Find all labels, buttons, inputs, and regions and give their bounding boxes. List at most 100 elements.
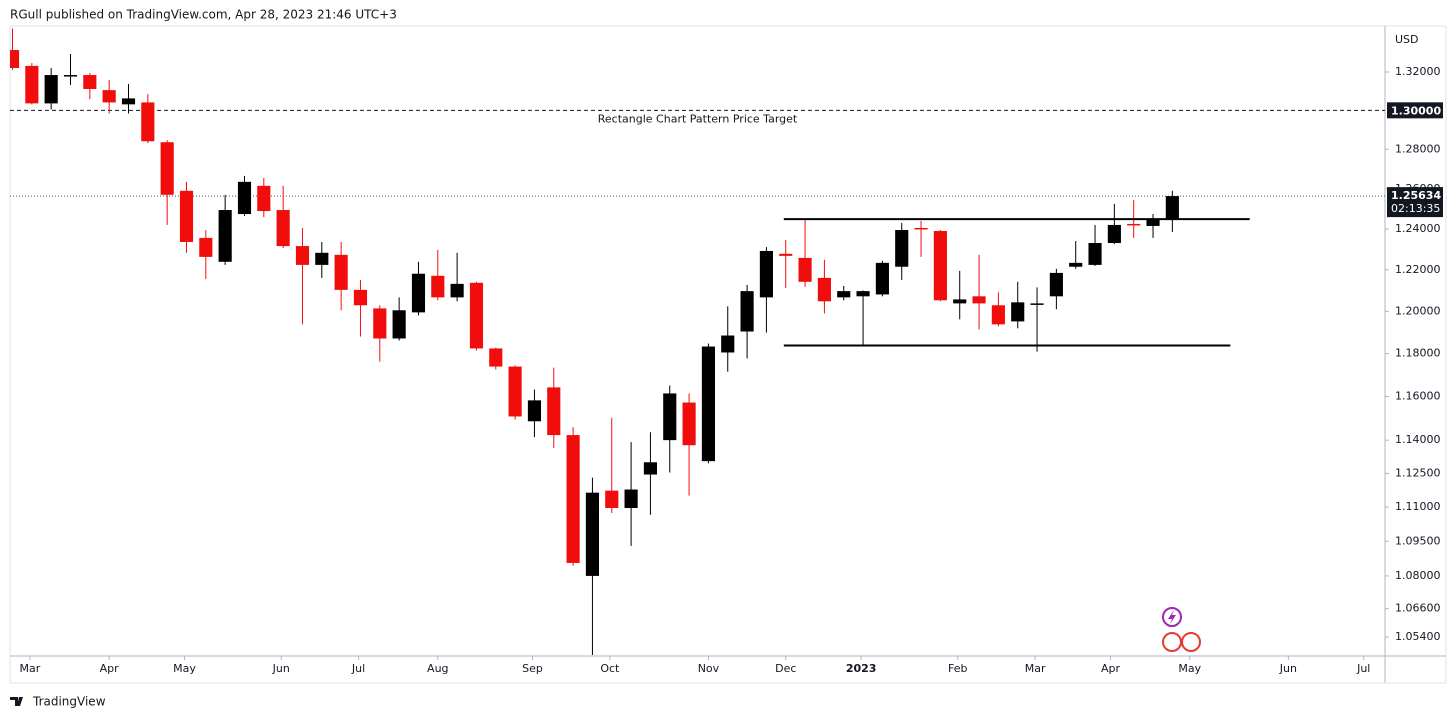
candle bbox=[431, 249, 445, 301]
candle-body bbox=[489, 348, 503, 367]
y-tick-label: 1.12500 bbox=[1395, 466, 1441, 479]
candle-body bbox=[1107, 224, 1121, 244]
candle bbox=[605, 417, 619, 513]
header: RGull published on TradingView.com, Apr … bbox=[10, 8, 397, 22]
candle-body bbox=[431, 275, 445, 298]
candle bbox=[701, 343, 715, 464]
y-tick-label: 1.08000 bbox=[1395, 569, 1441, 582]
candle bbox=[392, 297, 406, 341]
candle-body bbox=[682, 402, 696, 446]
candle bbox=[10, 28, 20, 70]
candle bbox=[276, 185, 290, 249]
candle-body bbox=[83, 75, 97, 89]
candle bbox=[102, 79, 116, 114]
x-tick-label: Jun bbox=[272, 662, 290, 675]
candle-body bbox=[199, 237, 213, 257]
candle bbox=[508, 365, 522, 420]
x-tick-label: Apr bbox=[100, 662, 120, 675]
candle-body bbox=[1049, 272, 1063, 297]
candle bbox=[373, 305, 387, 362]
candle bbox=[972, 254, 986, 330]
event-icon bbox=[1162, 632, 1182, 652]
candle bbox=[1088, 224, 1102, 266]
candle-body bbox=[875, 262, 889, 295]
candle bbox=[1165, 190, 1179, 233]
candle-body bbox=[605, 490, 619, 509]
candle-body bbox=[25, 65, 39, 104]
candle bbox=[585, 477, 600, 656]
candle-body bbox=[10, 50, 20, 69]
candle-body bbox=[1165, 196, 1179, 220]
candle bbox=[83, 72, 97, 100]
candle bbox=[566, 427, 580, 566]
candle-body bbox=[160, 142, 174, 195]
candle-body bbox=[1069, 262, 1083, 267]
candle-body bbox=[643, 462, 658, 475]
x-tick-label: Jul bbox=[351, 662, 365, 675]
x-tick-label: May bbox=[173, 662, 196, 675]
candle-body bbox=[1127, 223, 1141, 226]
logo-mark bbox=[10, 697, 23, 706]
price-target-label: 1.30000 bbox=[1391, 104, 1441, 117]
candle-body bbox=[953, 299, 967, 304]
candle bbox=[1049, 268, 1063, 310]
candle bbox=[25, 63, 39, 105]
x-tick-label: May bbox=[1178, 662, 1201, 675]
candle-body bbox=[624, 489, 638, 509]
candle-body bbox=[44, 75, 58, 104]
x-tick-label: Apr bbox=[1101, 662, 1121, 675]
event-icons bbox=[1162, 607, 1201, 652]
x-tick-label: Feb bbox=[948, 662, 967, 675]
candle bbox=[643, 432, 658, 515]
candle-body bbox=[759, 250, 773, 298]
candle bbox=[740, 284, 754, 359]
candle bbox=[1030, 287, 1044, 352]
last-price-countdown: 02:13:35 bbox=[1391, 202, 1440, 215]
candle bbox=[489, 347, 503, 370]
candle bbox=[547, 367, 561, 449]
candle-body bbox=[237, 181, 252, 215]
x-tick-label: Mar bbox=[20, 662, 41, 675]
x-tick-label: Sep bbox=[522, 662, 543, 675]
candle bbox=[837, 285, 851, 301]
x-tick-label: Oct bbox=[600, 662, 620, 675]
candle-body bbox=[257, 185, 271, 212]
candle bbox=[353, 279, 368, 337]
candle bbox=[817, 259, 831, 314]
candle bbox=[141, 94, 155, 144]
candle bbox=[469, 281, 484, 351]
candle bbox=[991, 292, 1005, 327]
candle-body bbox=[392, 310, 406, 339]
candle-body bbox=[218, 210, 232, 262]
candle-body bbox=[933, 231, 947, 301]
candle bbox=[895, 222, 909, 280]
candle-body bbox=[508, 366, 522, 417]
candle-body bbox=[895, 230, 909, 267]
price-target-text: Rectangle Chart Pattern Price Target bbox=[598, 112, 798, 125]
brand: TradingView bbox=[32, 695, 106, 709]
y-tick-label: 1.32000 bbox=[1395, 65, 1441, 78]
candle-body bbox=[469, 282, 484, 349]
candle-body bbox=[1146, 218, 1160, 226]
candle-body bbox=[1030, 303, 1044, 305]
last-price-label: 1.25634 bbox=[1391, 189, 1441, 202]
candle bbox=[160, 140, 174, 225]
currency-label: USD bbox=[1395, 33, 1419, 46]
x-tick-label: Dec bbox=[775, 662, 796, 675]
y-tick-label: 1.14000 bbox=[1395, 433, 1441, 446]
candle bbox=[759, 247, 773, 333]
candle-body bbox=[1011, 302, 1025, 322]
x-tick-label: Jun bbox=[1279, 662, 1297, 675]
candle-body bbox=[663, 393, 677, 441]
candle-body bbox=[141, 102, 155, 142]
candle-body bbox=[102, 90, 116, 103]
candle-body bbox=[315, 252, 329, 265]
x-tick-label: Nov bbox=[698, 662, 720, 675]
candle-body bbox=[334, 254, 348, 290]
x-tick-label: Jul bbox=[1356, 662, 1370, 675]
candle-body bbox=[721, 335, 735, 353]
brand-logo: TradingView bbox=[10, 695, 106, 709]
candle-body bbox=[121, 98, 136, 105]
candle-body bbox=[837, 291, 851, 298]
candle bbox=[295, 227, 310, 325]
